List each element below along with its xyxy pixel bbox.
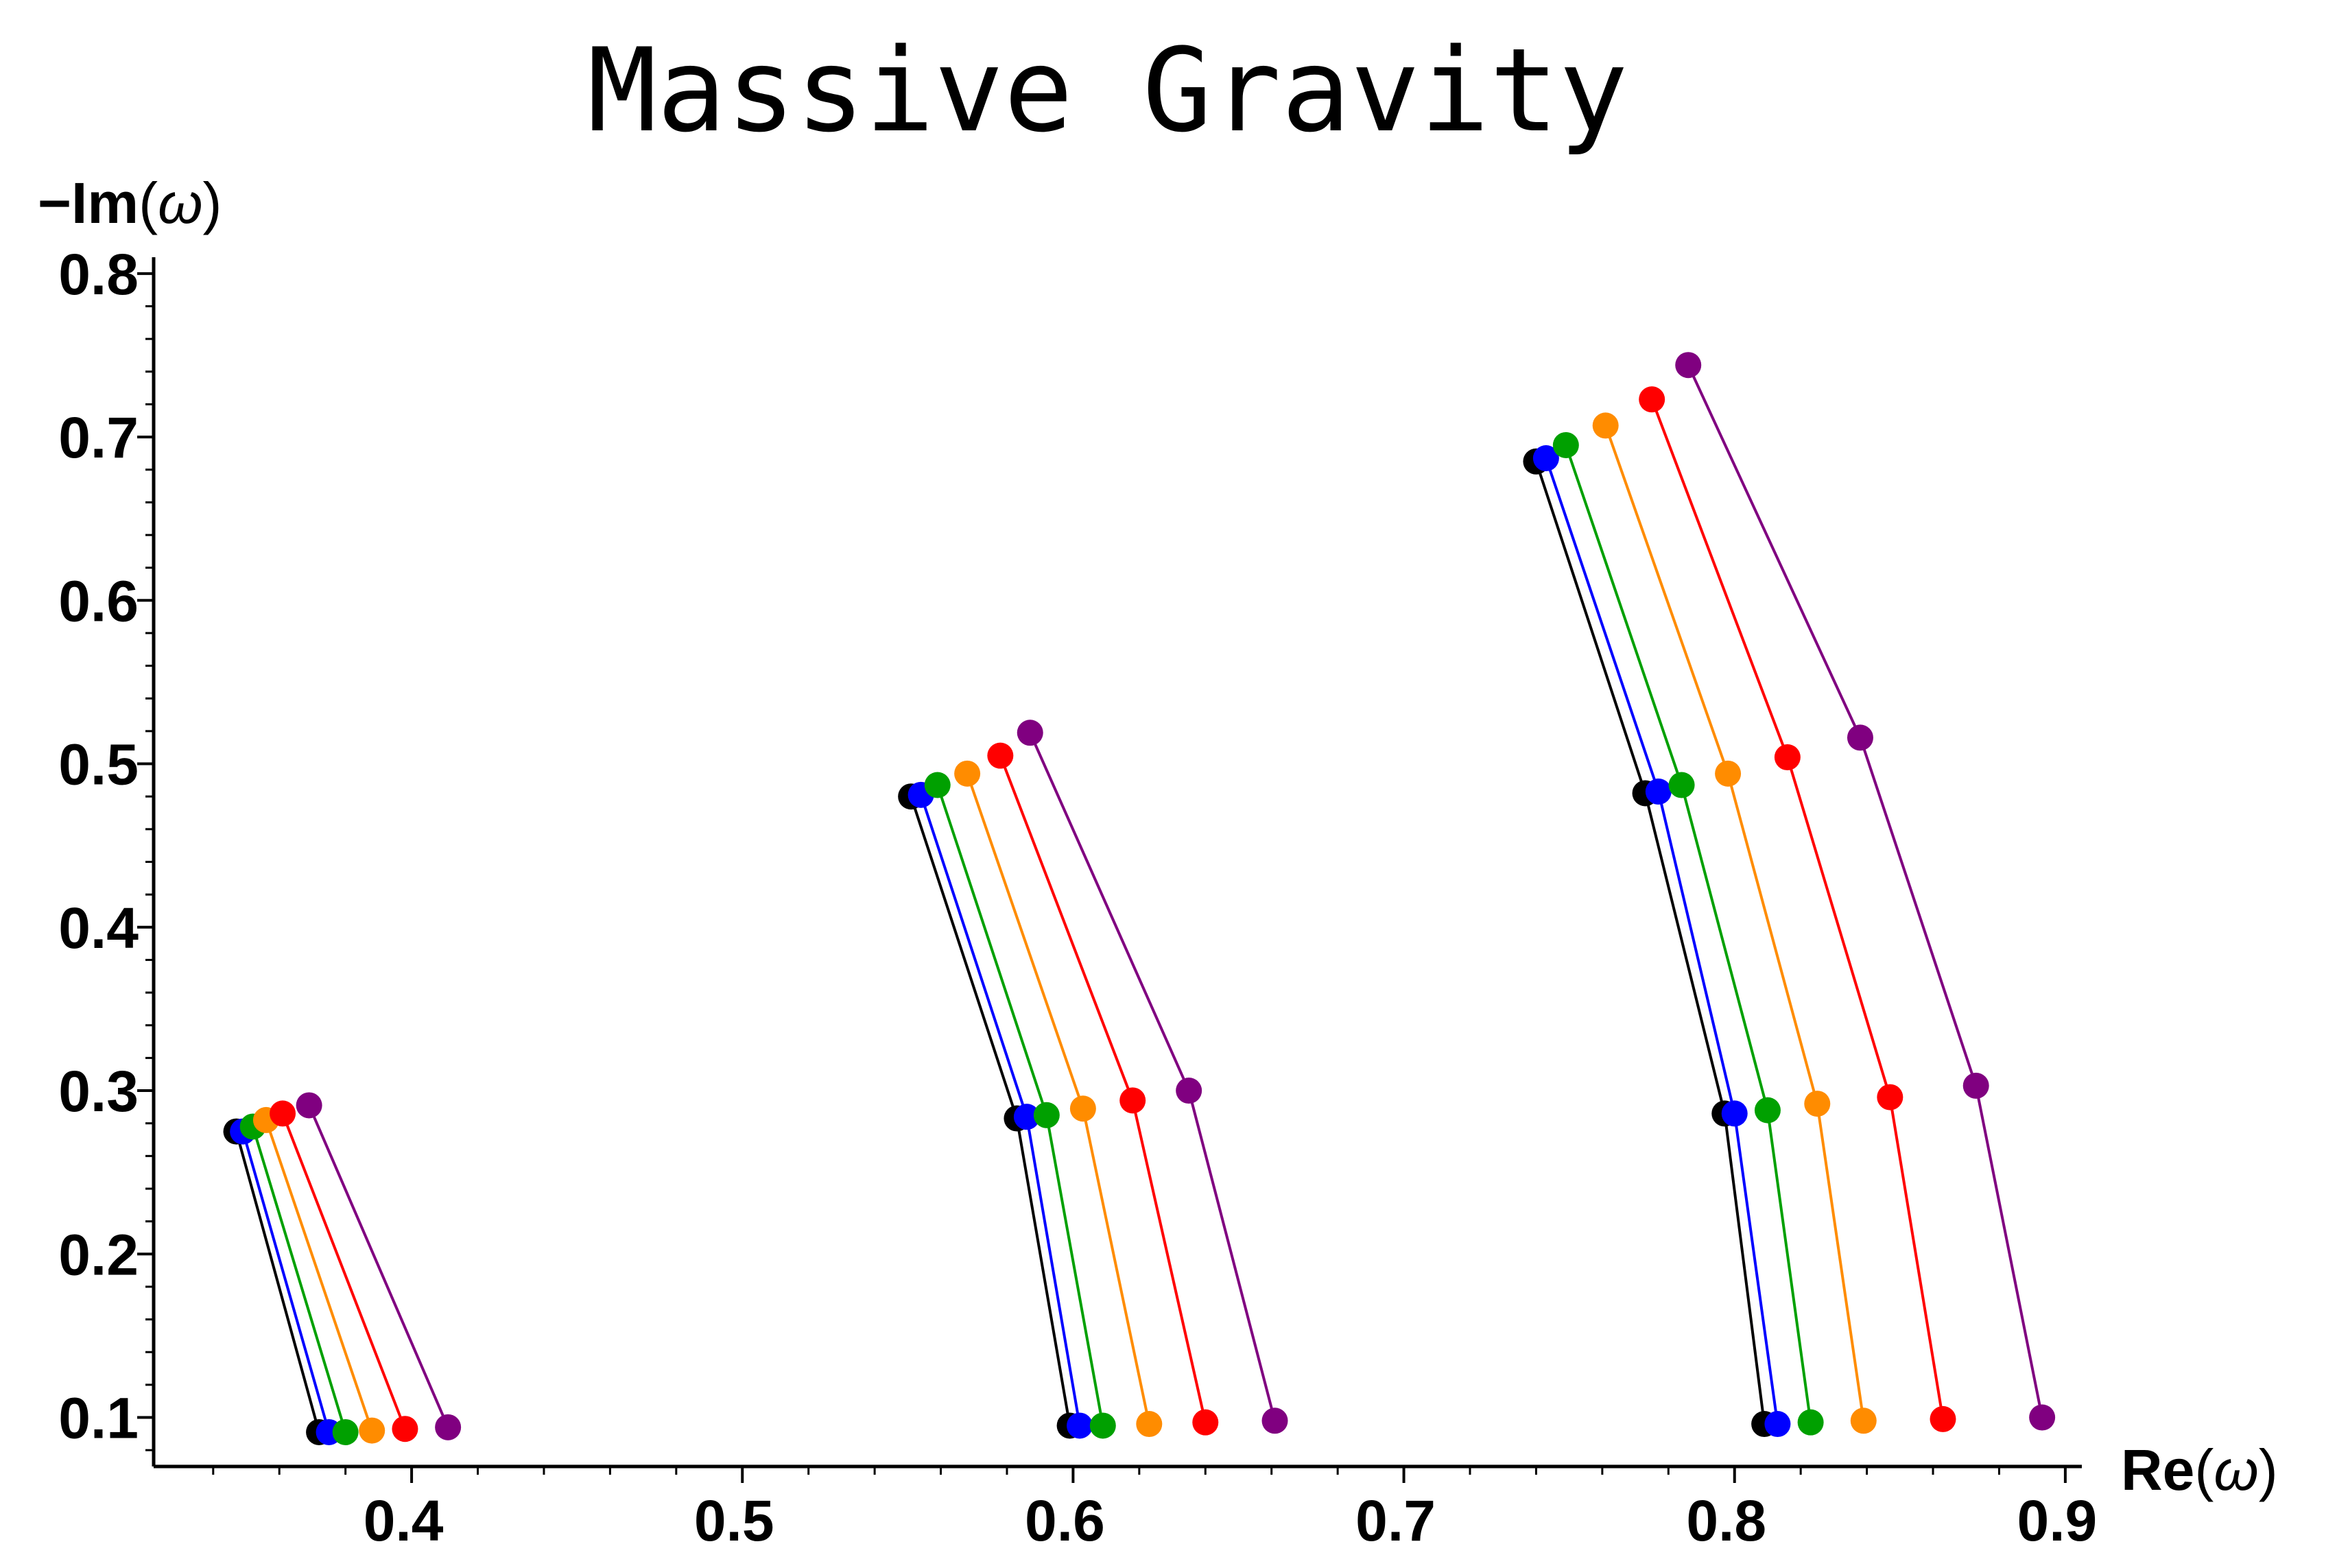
x-axis-label: Re(ω) <box>2121 1438 2278 1502</box>
series-4-point <box>1639 386 1665 413</box>
series-5-point <box>296 1092 322 1119</box>
series-4-point <box>270 1100 296 1127</box>
series-4-point <box>1192 1409 1219 1436</box>
series-points <box>223 352 2056 1445</box>
series-2-point <box>1089 1412 1116 1439</box>
series-3-point <box>954 760 981 787</box>
series-2-line-2 <box>1564 444 1812 1423</box>
series-5-point <box>1675 352 1702 379</box>
series-2-point <box>924 772 951 798</box>
series-2-point <box>1552 431 1579 458</box>
series-5-line-1 <box>1028 732 1277 1421</box>
series-5-line-0 <box>307 1104 449 1428</box>
chart-title: Massive Gravity <box>587 23 1628 158</box>
series-2-point <box>1754 1097 1781 1124</box>
series-5-point <box>1847 724 1873 751</box>
series-4-line-1 <box>999 755 1207 1423</box>
series-1-point <box>1532 445 1559 472</box>
series-lines <box>235 364 2044 1433</box>
series-3-point <box>1715 760 1742 787</box>
x-tick-label: 0.6 <box>1025 1488 1105 1553</box>
series-1-point <box>1067 1412 1093 1439</box>
series-1-point <box>1013 1104 1040 1130</box>
y-axis-label: −Im(ω) <box>38 171 222 235</box>
y-tick-label: 0.2 <box>58 1222 139 1287</box>
y-tick-label: 0.1 <box>58 1386 139 1451</box>
series-5-line-2 <box>1687 364 2044 1418</box>
series-2-point <box>1797 1409 1824 1436</box>
series-4-point <box>1774 744 1801 771</box>
y-tick-label: 0.5 <box>58 733 139 797</box>
y-tick-label: 0.3 <box>58 1059 139 1124</box>
series-5-point <box>1176 1078 1202 1104</box>
y-tick-label: 0.8 <box>58 242 139 307</box>
series-5-point <box>2029 1404 2056 1431</box>
series-2-line-0 <box>251 1126 347 1433</box>
series-3-point <box>1069 1095 1096 1122</box>
series-3-point <box>1136 1411 1163 1438</box>
series-3-point <box>359 1417 385 1444</box>
series-0-line-2 <box>1534 461 1766 1425</box>
series-4-line-0 <box>281 1113 407 1429</box>
series-3-point <box>1592 412 1619 439</box>
series-2-point <box>1033 1102 1060 1128</box>
axes: 0.4 0.5 0.6 0.7 0.8 0.9 0.1 0.2 0.3 0.4 0.5 0.6 0.7 0… <box>58 242 2097 1553</box>
series-5-point <box>1962 1072 1989 1099</box>
x-tick-label: 0.9 <box>2017 1488 2098 1553</box>
x-tick-label: 0.8 <box>1686 1488 1766 1553</box>
series-1-point <box>1645 779 1672 805</box>
series-3-point <box>1850 1407 1877 1434</box>
x-tick-label: 0.7 <box>1355 1488 1436 1553</box>
series-3-line-0 <box>265 1119 374 1432</box>
series-4-point <box>392 1416 418 1442</box>
series-4-point <box>1930 1405 1956 1432</box>
series-1-point <box>1721 1100 1748 1127</box>
series-4-point <box>1119 1087 1146 1114</box>
series-5-point <box>1017 720 1043 746</box>
series-3-point <box>1804 1091 1831 1117</box>
y-tick-label: 0.7 <box>58 405 139 470</box>
series-4-point <box>1877 1084 1903 1110</box>
series-1-line-2 <box>1545 458 1779 1425</box>
series-2-point <box>1668 772 1695 798</box>
y-tick-label: 0.6 <box>58 569 139 633</box>
series-1-line-0 <box>241 1131 331 1433</box>
x-tick-label: 0.5 <box>694 1488 774 1553</box>
series-3-line-2 <box>1604 425 1865 1421</box>
series-2-point <box>332 1418 359 1445</box>
series-0-line-0 <box>235 1131 321 1433</box>
series-4-point <box>987 742 1014 769</box>
series-5-point <box>435 1414 462 1440</box>
series-1-point <box>1764 1411 1791 1438</box>
x-tick-label: 0.4 <box>364 1488 444 1553</box>
series-4-line-2 <box>1650 399 1945 1420</box>
series-5-point <box>1261 1407 1288 1434</box>
y-tick-label: 0.4 <box>58 896 139 960</box>
